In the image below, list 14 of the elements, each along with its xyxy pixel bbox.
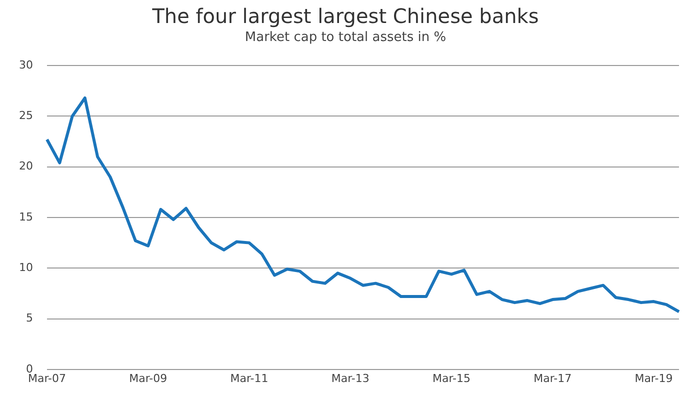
x-tick-label: Mar-19: [634, 372, 673, 385]
y-tick-label: 10: [18, 260, 33, 274]
y-tick-label: 5: [26, 312, 33, 325]
x-tick-label: Mar-17: [534, 372, 572, 385]
y-tick-label: 30: [18, 58, 33, 72]
chart-subtitle: Market cap to total assets in %: [244, 30, 448, 45]
chart-title: The four largest largest Chinese banks: [151, 4, 540, 28]
y-tick-label: 20: [18, 160, 33, 173]
x-tick-label: Mar-15: [432, 372, 470, 385]
x-tick-label: Mar-13: [331, 372, 370, 385]
y-tick-label: 15: [18, 210, 33, 224]
y-tick-label: 25: [18, 109, 33, 122]
x-tick-label: Mar-11: [230, 372, 268, 385]
x-tick-label: Mar-09: [129, 372, 168, 385]
